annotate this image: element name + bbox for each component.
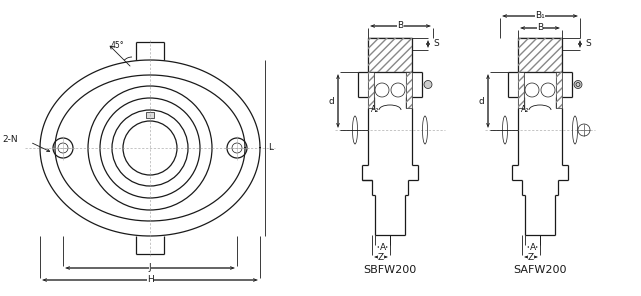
Text: 45°: 45°: [110, 41, 124, 51]
Text: J: J: [149, 263, 151, 273]
Text: Z: Z: [378, 252, 384, 261]
Text: B: B: [537, 23, 543, 33]
Circle shape: [541, 83, 555, 97]
Bar: [518, 72, 524, 108]
Circle shape: [574, 81, 582, 89]
Text: SBFW200: SBFW200: [363, 265, 417, 275]
Bar: [556, 72, 562, 108]
Text: B: B: [397, 22, 404, 30]
Bar: [556, 72, 562, 108]
Text: d: d: [328, 96, 334, 105]
Text: S: S: [433, 39, 438, 49]
Bar: [368, 72, 374, 108]
Text: A: A: [379, 242, 386, 252]
Bar: [406, 72, 412, 108]
Text: S: S: [585, 39, 591, 49]
Bar: [406, 72, 412, 108]
Text: H: H: [147, 276, 153, 284]
Bar: [518, 38, 562, 72]
Circle shape: [424, 81, 432, 89]
Circle shape: [525, 83, 539, 97]
Circle shape: [391, 83, 405, 97]
Text: SAFW200: SAFW200: [513, 265, 567, 275]
Text: Z: Z: [528, 252, 534, 261]
Bar: [368, 38, 412, 72]
Text: A₂: A₂: [521, 105, 529, 114]
Bar: [368, 72, 374, 108]
Circle shape: [375, 83, 389, 97]
Bar: [518, 38, 562, 72]
Text: A: A: [529, 242, 536, 252]
Text: L: L: [268, 144, 273, 152]
Bar: [518, 72, 524, 108]
Text: d: d: [478, 96, 484, 105]
Text: B₁: B₁: [535, 12, 545, 20]
Bar: [146, 112, 154, 118]
Bar: [368, 38, 412, 72]
Text: 2-N: 2-N: [3, 136, 18, 144]
Text: A₂: A₂: [371, 105, 379, 114]
